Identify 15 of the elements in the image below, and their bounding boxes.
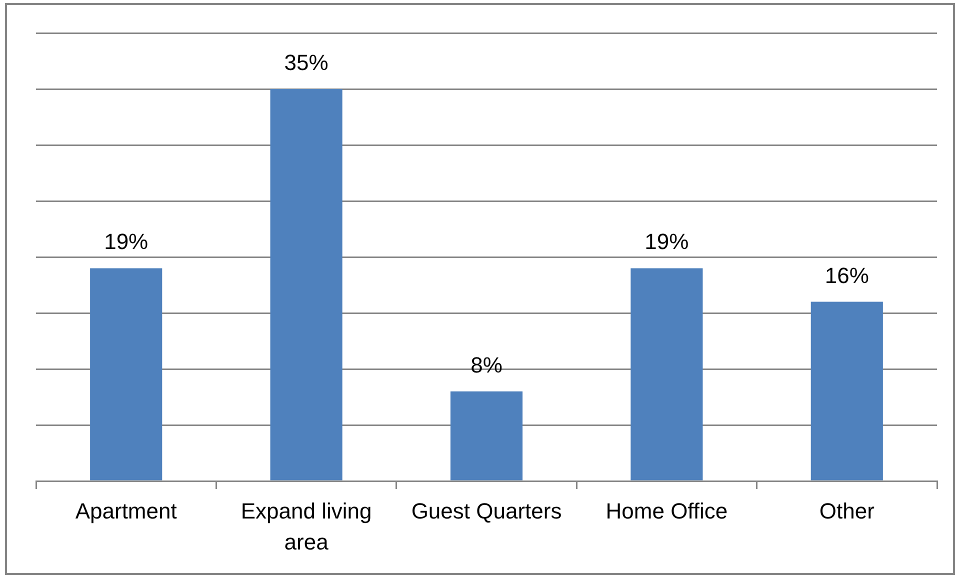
bar bbox=[630, 268, 703, 480]
bar bbox=[450, 391, 523, 480]
data-label: 19% bbox=[644, 229, 689, 254]
data-label: 16% bbox=[824, 262, 869, 288]
bar bbox=[810, 302, 883, 480]
x-tick-label: Apartment bbox=[75, 498, 177, 524]
bar bbox=[270, 89, 342, 480]
data-label: 19% bbox=[104, 229, 148, 254]
x-tick-label: Expand living area bbox=[240, 498, 372, 554]
x-tick-label: Other bbox=[819, 498, 874, 524]
x-tick-label: Home Office bbox=[606, 498, 728, 524]
data-label: 35% bbox=[284, 50, 328, 75]
x-tick-label: Guest Quarters bbox=[411, 498, 562, 524]
data-label: 8% bbox=[470, 352, 502, 378]
bar bbox=[90, 268, 162, 480]
